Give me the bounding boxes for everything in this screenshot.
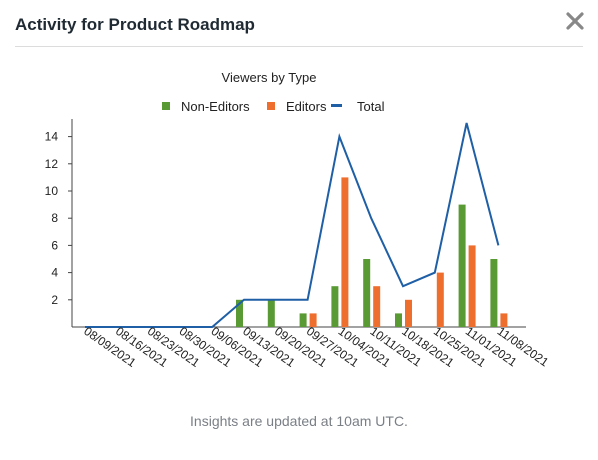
close-button[interactable] [562,8,588,34]
viewers-chart: Viewers by Type Non-Editors Editors Total … [45,70,552,370]
legend-swatch-1 [267,102,275,110]
bar-non-editors [236,299,243,327]
chart-bars [236,177,508,327]
bar-editors [405,299,412,327]
bar-editors [468,245,476,327]
bar-non-editors [458,204,466,327]
bar-non-editors [395,313,402,327]
total-series-line [85,122,500,328]
y-tick-label: 2 [51,293,58,307]
bar-editors [500,313,508,327]
legend-swatch-2 [331,104,342,107]
footer-note: Insights are updated at 10am UTC. [190,413,408,429]
bar-editors [373,286,381,327]
legend-label-0: Non-Editors [181,99,250,114]
y-tick-label: 6 [51,238,58,252]
chart-legend: Non-Editors Editors Total [162,99,385,114]
bar-editors [309,313,317,327]
bar-non-editors [363,259,371,327]
chart-x-tick-labels: 08/09/202108/16/202108/23/202108/30/2021… [81,324,551,370]
legend-label-1: Editors [286,99,327,114]
bar-non-editors [490,259,498,327]
chart-title: Viewers by Type [222,70,317,85]
legend-label-2: Total [357,99,385,114]
bar-non-editors [267,299,275,327]
bar-editors [341,177,349,327]
chart-axes: 2 4 6 8 10 12 14 [45,119,526,328]
y-tick-label: 14 [45,130,59,144]
dialog-title: Activity for Product Roadmap [15,15,255,34]
y-tick-label: 8 [51,211,58,225]
bar-non-editors [331,286,339,327]
y-tick-label: 12 [45,157,59,171]
legend-swatch-0 [162,102,170,110]
bar-editors [436,272,444,327]
header-divider [15,46,583,47]
bar-non-editors [299,313,307,327]
close-icon[interactable] [562,8,588,34]
y-tick-label: 10 [45,184,59,198]
y-tick-label: 4 [51,266,58,280]
chart-total-line [85,122,500,328]
